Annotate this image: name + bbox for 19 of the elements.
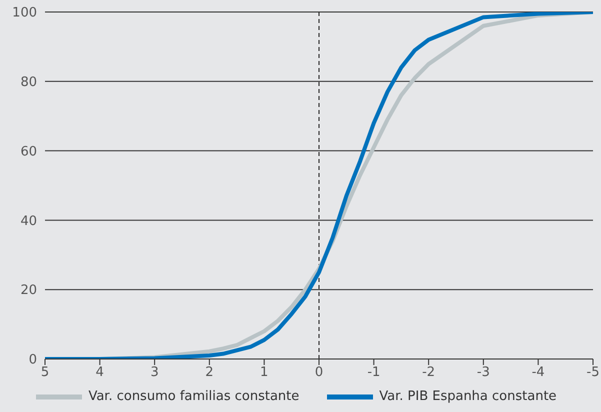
x-tick-label: 1	[260, 365, 268, 380]
x-tick-label: 5	[40, 365, 50, 380]
x-tick-label: 2	[205, 365, 214, 380]
y-tick-label: 20	[20, 283, 37, 298]
x-tick-label: -4	[532, 365, 545, 380]
legend-label: Var. PIB Espanha constante	[379, 389, 557, 404]
x-tick-label: -1	[367, 365, 380, 380]
x-tick-label: 4	[96, 365, 104, 380]
y-tick-label: 80	[20, 75, 37, 90]
y-tick-label: 100	[12, 6, 37, 21]
y-tick-label: 0	[28, 352, 37, 368]
y-tick-label: 40	[20, 214, 37, 229]
x-tick-label: 0	[314, 365, 324, 380]
x-tick-label: -2	[422, 365, 436, 380]
legend-label: Var. consumo familias constante	[88, 389, 300, 404]
y-tick-label: 60	[20, 144, 37, 160]
x-tick-label: -3	[476, 365, 490, 380]
x-tick-label: -5	[586, 365, 600, 380]
x-tick-label: 3	[150, 365, 159, 380]
